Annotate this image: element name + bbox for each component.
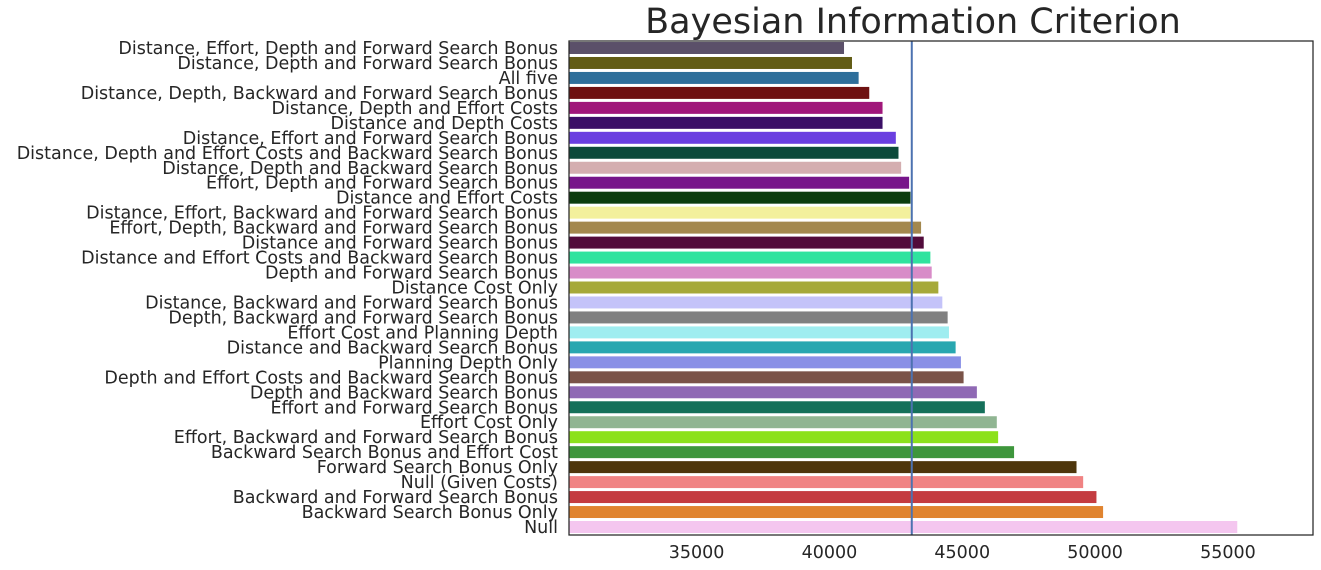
category-label-32: Null <box>524 518 558 538</box>
category-label-25: Effort Cost Only <box>420 413 558 433</box>
x-tick-label-3: 50000 <box>1067 543 1123 563</box>
bar-21 <box>569 356 961 369</box>
category-label-18: Depth, Backward and Forward Search Bonus <box>168 308 558 328</box>
category-label-17: Distance, Backward and Forward Search Bo… <box>145 293 558 313</box>
category-label-29: Null (Given Costs) <box>401 473 558 493</box>
bar-19 <box>569 326 949 339</box>
category-label-20: Distance and Backward Search Bonus <box>227 338 558 358</box>
category-label-11: Distance, Effort, Backward and Forward S… <box>86 204 558 224</box>
bar-26 <box>569 431 999 444</box>
bar-4 <box>569 101 883 114</box>
category-label-3: Distance, Depth, Backward and Forward Se… <box>81 84 558 104</box>
bar-8 <box>569 161 902 174</box>
category-label-15: Depth and Forward Search Bonus <box>265 264 558 284</box>
bar-13 <box>569 236 924 249</box>
chart-title: Bayesian Information Criterion <box>645 2 1181 42</box>
x-axis-ticks: 35000 40000 45000 50000 55000 <box>669 543 1256 563</box>
category-label-28: Forward Search Bonus Only <box>317 458 558 478</box>
x-tick-label-1: 40000 <box>802 543 858 563</box>
bar-22 <box>569 371 964 384</box>
category-label-30: Backward and Forward Search Bonus <box>233 488 558 508</box>
bar-30 <box>569 491 1097 504</box>
category-label-26: Effort, Backward and Forward Search Bonu… <box>174 428 558 448</box>
bar-6 <box>569 131 896 144</box>
plot-frame <box>568 40 1314 536</box>
category-label-1: Distance, Depth and Forward Search Bonus <box>177 54 558 74</box>
category-label-14: Distance and Effort Costs and Backward S… <box>81 249 558 269</box>
category-label-7: Distance, Depth and Effort Costs and Bac… <box>17 144 558 164</box>
bar-29 <box>569 476 1084 489</box>
category-label-13: Distance and Forward Search Bonus <box>242 234 558 254</box>
category-label-27: Backward Search Bonus and Effort Cost <box>211 443 558 463</box>
bar-32 <box>569 521 1238 533</box>
bar-1 <box>569 56 852 69</box>
x-tick-label-2: 45000 <box>934 543 990 563</box>
bar-3 <box>569 86 870 99</box>
bar-0 <box>569 42 845 54</box>
category-label-0: Distance, Effort, Depth and Forward Sear… <box>118 39 558 59</box>
category-label-8: Distance, Depth and Backward Search Bonu… <box>162 159 558 179</box>
bar-31 <box>569 506 1104 519</box>
category-label-16: Distance Cost Only <box>391 279 558 299</box>
category-label-19: Effort Cost and Planning Depth <box>287 323 558 343</box>
category-label-10: Distance and Effort Costs <box>336 189 558 209</box>
category-labels: Distance, Effort, Depth and Forward Sear… <box>17 39 558 538</box>
bar-11 <box>569 206 911 219</box>
category-label-5: Distance and Depth Costs <box>331 114 558 134</box>
bar-2 <box>569 71 859 84</box>
category-label-4: Distance, Depth and Effort Costs <box>272 99 558 119</box>
category-label-23: Depth and Backward Search Bonus <box>250 383 558 403</box>
category-label-2: All five <box>499 69 558 89</box>
bar-5 <box>569 116 883 129</box>
bar-25 <box>569 416 997 429</box>
category-label-22: Depth and Effort Costs and Backward Sear… <box>104 368 558 388</box>
category-label-24: Effort and Forward Search Bonus <box>270 398 558 418</box>
x-tick-label-0: 35000 <box>669 543 725 563</box>
bar-20 <box>569 341 956 354</box>
bars-group <box>569 42 1238 533</box>
bar-15 <box>569 266 932 279</box>
category-label-9: Effort, Depth and Forward Search Bonus <box>206 174 558 194</box>
category-label-21: Planning Depth Only <box>378 353 558 373</box>
x-tick-label-4: 55000 <box>1200 543 1256 563</box>
bar-16 <box>569 281 939 294</box>
bar-27 <box>569 446 1015 459</box>
bar-10 <box>569 191 911 204</box>
bar-18 <box>569 311 948 324</box>
bar-12 <box>569 221 922 234</box>
category-label-6: Distance, Effort and Forward Search Bonu… <box>183 129 558 149</box>
category-label-12: Effort, Depth, Backward and Forward Sear… <box>109 219 558 239</box>
bar-17 <box>569 296 943 309</box>
category-label-31: Backward Search Bonus Only <box>302 503 558 523</box>
bar-24 <box>569 401 985 414</box>
bar-9 <box>569 176 910 189</box>
bar-14 <box>569 251 931 264</box>
bar-7 <box>569 146 899 159</box>
bar-28 <box>569 461 1077 474</box>
bar-23 <box>569 386 977 399</box>
